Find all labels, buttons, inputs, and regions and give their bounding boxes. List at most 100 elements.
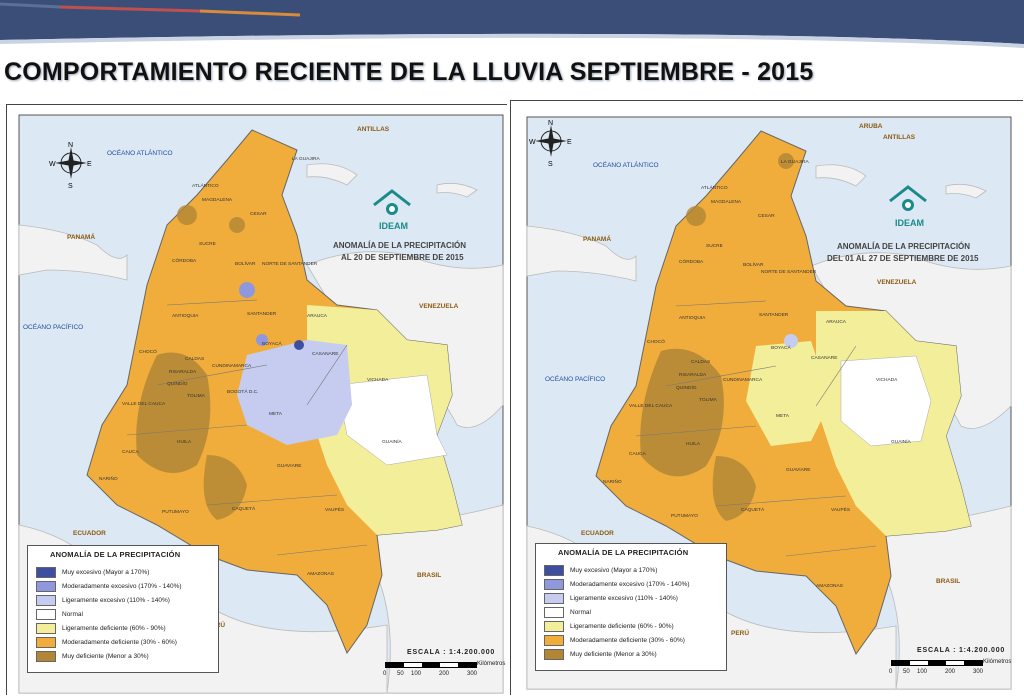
scale-tick: 200	[439, 671, 450, 677]
country-label-antillas: ANTILLAS	[357, 126, 390, 133]
dept-label: SANTANDER	[759, 312, 789, 318]
legend-item: Moderadamente deficiente (30% - 60%)	[36, 635, 218, 649]
legend-item: Moderadamente excesivo (170% - 140%)	[544, 577, 726, 591]
dept-label: ARAUCA	[307, 313, 328, 319]
ideam-logo-text: IDEAM	[895, 218, 924, 228]
dept-label: CÓRDOBA	[679, 258, 704, 265]
legend-item: Ligeramente deficiente (60% - 90%)	[36, 621, 218, 635]
dept-label: CHOCÓ	[647, 338, 665, 345]
country-label-ecuador: ECUADOR	[581, 530, 614, 537]
dept-label: CUNDINAMARCA	[212, 363, 252, 369]
scale-tick: 50	[903, 669, 910, 675]
dept-label: VICHADA	[367, 377, 389, 383]
country-label-peru: PERÚ	[731, 628, 749, 637]
legend-swatch	[544, 634, 564, 646]
country-label-aruba: ARUBA	[859, 123, 883, 130]
scale-unit: Kilómetros	[983, 659, 1012, 665]
dept-label: GUAINÍA	[382, 438, 403, 445]
scale-unit: Kilómetros	[477, 661, 506, 667]
country-label-venezuela: VENEZUELA	[419, 303, 459, 310]
legend-title: ANOMALÍA DE LA PRECIPITACIÓN	[50, 550, 181, 559]
scale-tick: 300	[467, 671, 478, 677]
dept-label: BOYACÁ	[262, 340, 282, 347]
dept-label: QUINDÍO	[167, 380, 188, 387]
dept-label: BOYACÁ	[771, 344, 791, 351]
dept-label: VAUPÉS	[831, 506, 850, 513]
dept-label: AMAZONAS	[816, 583, 843, 589]
legend-label: Moderadamente deficiente (30% - 60%)	[570, 636, 685, 644]
ocean-label-atlantico: OCÉANO ATLÁNTICO	[593, 160, 659, 169]
map-title-line2: DEL 01 AL 27 DE SEPTIEMBRE DE 2015	[827, 254, 979, 263]
dept-label: LA GUAJIRA	[292, 156, 321, 162]
dept-label: BOGOTÁ D.C.	[227, 388, 258, 395]
legend-label: Ligeramente deficiente (60% - 90%)	[62, 624, 166, 632]
left-map-panel: N S W E IDEAM ANOMALÍA DE LA PRECIPITACI…	[6, 104, 507, 695]
legend-label: Moderadamente excesivo (170% - 140%)	[570, 580, 690, 588]
dept-label: CÓRDOBA	[172, 257, 197, 264]
dept-label: META	[269, 411, 283, 417]
legend-swatch	[544, 578, 564, 590]
scale-tick: 100	[917, 669, 928, 675]
legend-left: ANOMALÍA DE LA PRECIPITACIÓN Muy excesiv…	[27, 545, 219, 673]
scale-label: ESCALA : 1:4.200.000	[917, 647, 1006, 654]
dept-label: QUINDÍO	[676, 384, 697, 391]
legend-swatch	[36, 608, 56, 620]
dept-label: VAUPÉS	[325, 506, 344, 513]
ideam-logo-icon	[889, 185, 927, 211]
dept-label: PUTUMAYO	[162, 509, 189, 515]
dept-label: CAQUETÁ	[741, 506, 765, 513]
legend-label: Moderadamente deficiente (30% - 60%)	[62, 638, 177, 646]
dept-label: MAGDALENA	[711, 199, 742, 205]
legend-swatch	[544, 606, 564, 618]
scale-tick: 0	[383, 671, 387, 677]
legend-item: Ligeramente excesivo (110% - 140%)	[36, 593, 218, 607]
dept-label: NORTE DE SANTANDER	[761, 269, 817, 275]
dept-label: HUILA	[177, 439, 192, 445]
compass-s: S	[68, 183, 73, 190]
legend-swatch	[36, 636, 56, 648]
country-label-brasil: BRASIL	[936, 578, 960, 585]
dept-label: GUAVIARE	[277, 463, 301, 469]
country-label-ecuador: ECUADOR	[73, 530, 106, 537]
caribbean-islands	[306, 163, 478, 198]
ideam-logo-text: IDEAM	[379, 221, 408, 231]
compass-s: S	[548, 161, 553, 168]
dept-label: META	[776, 413, 790, 419]
country-label-antillas: ANTILLAS	[883, 134, 916, 141]
compass-e: E	[567, 139, 572, 146]
anomaly-moderadamente-excesivo-spot	[239, 282, 255, 298]
legend-right: ANOMALÍA DE LA PRECIPITACIÓN Muy excesiv…	[535, 543, 727, 671]
map-title-line2: AL 20 DE SEPTIEMBRE DE 2015	[341, 253, 464, 262]
slide-header-banner	[0, 0, 1024, 52]
dept-label: CALDAS	[691, 359, 710, 365]
legend-label: Normal	[570, 608, 591, 616]
legend-item: Ligeramente excesivo (110% - 140%)	[544, 591, 726, 605]
legend-swatch	[36, 622, 56, 634]
dept-label: CAQUETÁ	[232, 505, 256, 512]
compass-w: W	[529, 139, 536, 146]
legend-label: Muy excesivo (Mayor a 170%)	[570, 566, 658, 574]
dept-label: CAUCA	[629, 451, 647, 457]
dept-label: SUCRE	[706, 243, 723, 249]
dept-label: NARIÑO	[603, 478, 622, 485]
legend-swatch	[36, 566, 56, 578]
dept-label: TOLIMA	[187, 393, 206, 399]
dept-label: GUAVIARE	[786, 467, 810, 473]
ocean-label-pacifico: OCÉANO PACÍFICO	[545, 374, 605, 383]
dept-label: CESAR	[250, 211, 267, 217]
legend-label: Muy excesivo (Mayor a 170%)	[62, 568, 150, 576]
country-label-venezuela: VENEZUELA	[877, 279, 917, 286]
dept-label: CHOCÓ	[139, 348, 157, 355]
dept-label: CUNDINAMARCA	[723, 377, 763, 383]
dept-label: TOLIMA	[699, 397, 718, 403]
scale-bar-graphic	[385, 662, 477, 668]
compass-n: N	[68, 142, 73, 149]
legend-item: Normal	[544, 605, 726, 619]
legend-swatch	[544, 592, 564, 604]
legend-label: Ligeramente excesivo (110% - 140%)	[62, 596, 170, 604]
legend-swatch	[36, 580, 56, 592]
dept-label: RISARALDA	[169, 369, 197, 375]
dept-label: RISARALDA	[679, 372, 707, 378]
compass-e: E	[87, 161, 92, 168]
compass-w: W	[49, 161, 56, 168]
